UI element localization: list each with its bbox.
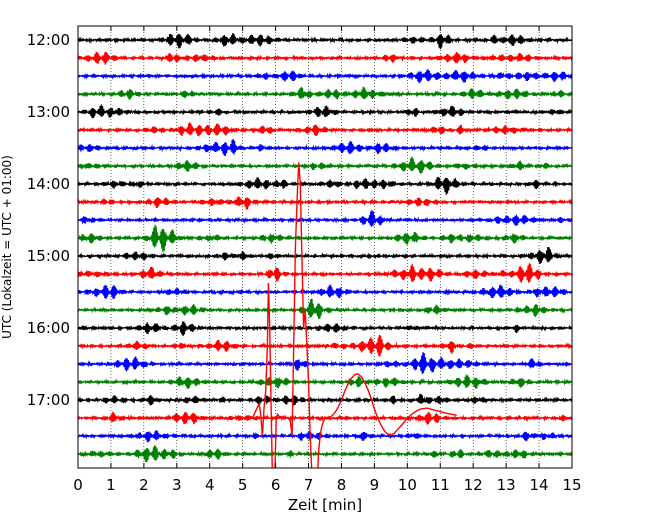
trace-row <box>78 246 572 265</box>
x-tick-label: 7 <box>304 476 314 494</box>
trace-row <box>78 334 572 357</box>
trace-row <box>78 263 572 283</box>
trace-row <box>78 298 572 319</box>
y-tick-label: 12:00 <box>27 31 70 49</box>
trace-row <box>78 104 572 119</box>
trace-row <box>78 51 572 65</box>
x-tick-label: 12 <box>464 476 483 494</box>
trace-row <box>78 445 572 463</box>
trace-row <box>78 224 572 253</box>
x-ticks: 0 1 2 3 4 5 6 7 8 9 10 11 12 13 14 15 <box>73 26 582 494</box>
trace-row <box>78 352 572 374</box>
y-tick-label: 13:00 <box>27 103 70 121</box>
trace-row <box>78 156 572 174</box>
x-tick-label: 14 <box>530 476 549 494</box>
trace-row <box>78 321 572 337</box>
trace-rows <box>78 32 572 463</box>
y-tick-label: 14:00 <box>27 175 70 193</box>
x-tick-label: 0 <box>73 476 83 494</box>
trace-row <box>78 393 572 406</box>
trace-row <box>78 86 572 100</box>
y-tick-label: 17:00 <box>27 391 70 409</box>
x-tick-label: 2 <box>139 476 149 494</box>
x-tick-label: 13 <box>497 476 516 494</box>
x-tick-label: 6 <box>271 476 281 494</box>
trace-row <box>78 374 572 389</box>
event-trace <box>251 162 457 468</box>
x-tick-label: 9 <box>370 476 380 494</box>
trace-row <box>78 210 572 227</box>
event-signal <box>251 162 457 468</box>
x-tick-label: 1 <box>106 476 116 494</box>
y-tick-label: 16:00 <box>27 319 70 337</box>
y-ticks: 12:00 13:00 14:00 15:00 16:00 17:00 <box>27 31 572 409</box>
trace-row <box>78 32 572 50</box>
trace-row <box>78 196 572 210</box>
x-tick-label: 10 <box>398 476 417 494</box>
y-axis-label: UTC (Lokalzeit = UTC + 01:00) <box>0 155 14 339</box>
x-tick-label: 4 <box>205 476 215 494</box>
x-tick-label: 15 <box>562 476 581 494</box>
x-tick-label: 11 <box>431 476 450 494</box>
trace-row <box>78 176 572 195</box>
y-tick-label: 15:00 <box>27 247 70 265</box>
trace-row <box>78 430 572 443</box>
trace-row <box>78 122 572 137</box>
x-tick-label: 3 <box>172 476 182 494</box>
x-tick-label: 5 <box>238 476 248 494</box>
plot-frame <box>77 25 573 469</box>
x-axis-label: Zeit [min] <box>288 496 362 514</box>
trace-row <box>78 284 572 300</box>
trace-row <box>78 139 572 157</box>
x-tick-label: 8 <box>337 476 347 494</box>
trace-row <box>78 69 572 83</box>
